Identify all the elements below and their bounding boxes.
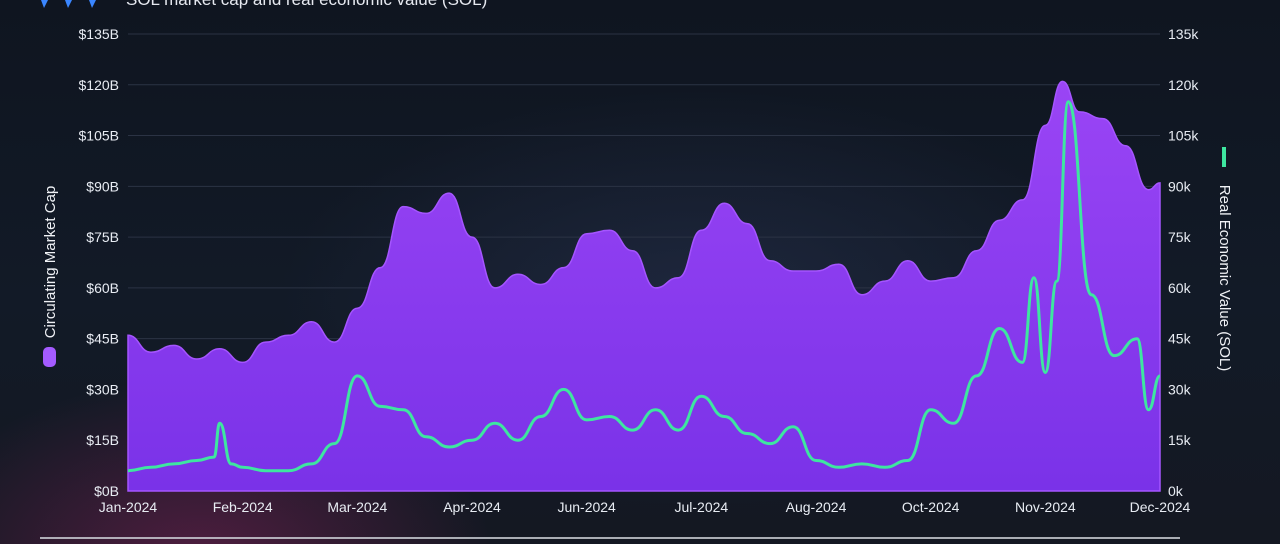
right-tick-label: 15k (1168, 432, 1192, 448)
left-tick-label: $135B (79, 26, 119, 42)
left-tick-label: $105B (79, 128, 119, 144)
right-tick-label: 90k (1168, 178, 1192, 194)
left-legend-swatch (43, 347, 56, 367)
x-tick-label: Nov-2024 (1015, 499, 1076, 515)
right-tick-label: 120k (1168, 77, 1199, 93)
right-tick-label: 45k (1168, 331, 1192, 347)
right-axis-label: Real Economic Value (SOL) (1216, 185, 1233, 371)
market-cap-area (127, 80, 1161, 492)
left-axis-label: Circulating Market Cap (42, 186, 59, 339)
x-tick-label: Feb-2024 (213, 499, 273, 515)
right-axis-ticks: 0k 15k 30k 45k 60k 75k 90k 105k 120k 135k (1168, 26, 1199, 499)
right-tick-label: 0k (1168, 483, 1184, 499)
right-legend-swatch (1222, 147, 1226, 167)
left-tick-label: $60B (86, 280, 119, 296)
x-tick-label: Dec-2024 (1130, 499, 1191, 515)
x-tick-label: Oct-2024 (902, 499, 960, 515)
right-tick-label: 60k (1168, 280, 1192, 296)
right-tick-label: 105k (1168, 128, 1199, 144)
brand-logo-icon (41, 0, 96, 8)
left-axis-ticks: $0B $15B $30B $45B $60B $75B $90B $105B $120B $13… (79, 26, 119, 499)
chart-title: SOL market cap and real economic value (… (126, 0, 487, 10)
right-tick-label: 135k (1168, 26, 1199, 42)
x-tick-label: Mar-2024 (327, 499, 387, 515)
left-tick-label: $75B (86, 229, 119, 245)
x-tick-label: Apr-2024 (443, 499, 501, 515)
left-tick-label: $45B (86, 331, 119, 347)
right-axis-title: Real Economic Value (SOL) (1216, 185, 1233, 371)
x-axis-ticks: Jan-2024 Feb-2024 Mar-2024 Apr-2024 Jun-2024… (99, 499, 1191, 515)
x-tick-label: Jul-2024 (674, 499, 728, 515)
left-tick-label: $0B (94, 483, 119, 499)
left-tick-label: $120B (79, 77, 119, 93)
x-tick-label: Jan-2024 (99, 499, 158, 515)
left-tick-label: $15B (86, 432, 119, 448)
real-economic-value-line (127, 100, 1162, 473)
left-axis-title: Circulating Market Cap (42, 186, 59, 339)
left-tick-label: $30B (86, 381, 119, 397)
left-tick-label: $90B (86, 178, 119, 194)
x-tick-label: Jun-2024 (557, 499, 616, 515)
x-tick-label: Aug-2024 (786, 499, 847, 515)
right-tick-label: 30k (1168, 381, 1192, 397)
right-tick-label: 75k (1168, 229, 1192, 245)
bottom-divider (40, 537, 1180, 539)
